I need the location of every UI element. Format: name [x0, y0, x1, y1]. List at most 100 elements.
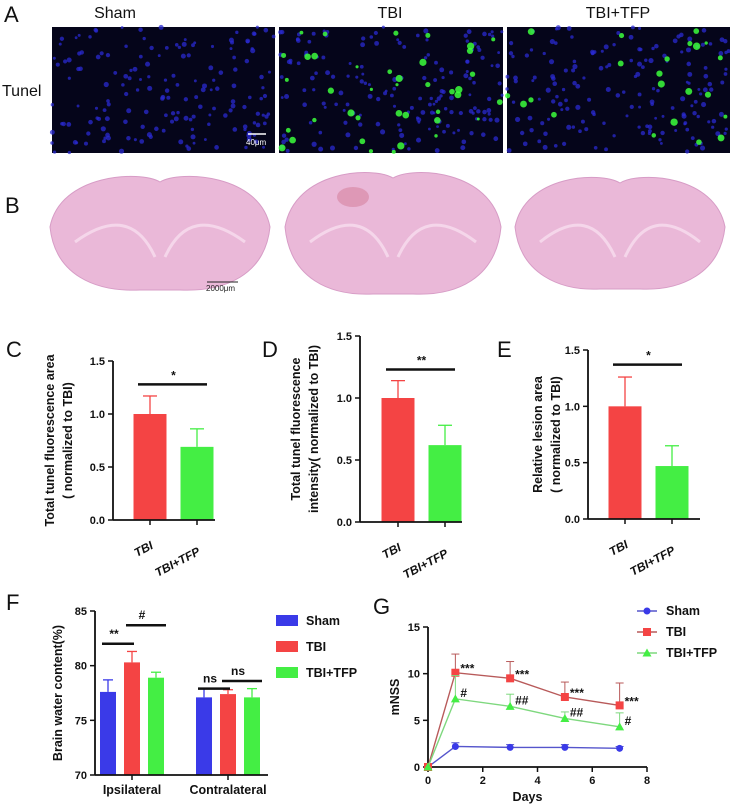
nucleus-dot: [723, 39, 728, 44]
nucleus-dot: [685, 47, 691, 53]
y-tick-label: 85: [75, 606, 87, 618]
nucleus-dot: [505, 74, 510, 79]
nucleus-dot: [132, 66, 138, 72]
nucleus-dot: [259, 96, 264, 101]
tunel-positive-dot: [281, 52, 287, 58]
tunel-positive-dot: [285, 127, 291, 133]
marker-circle: [506, 743, 514, 751]
y-tick-label: 0.5: [90, 462, 105, 474]
nucleus-dot: [460, 145, 466, 151]
panel-letter-g: G: [373, 594, 390, 619]
nucleus-dot: [93, 27, 98, 33]
tunel-positive-dot: [322, 31, 328, 37]
nucleus-dot: [180, 53, 186, 59]
tunel-positive-dot: [359, 138, 366, 145]
nucleus-dot: [566, 124, 572, 130]
nucleus-dot: [285, 148, 290, 153]
nucleus-dot: [334, 102, 338, 107]
y-tick-label: 1.0: [565, 401, 580, 413]
nucleus-dot: [142, 36, 146, 41]
significance-label: **: [417, 353, 427, 367]
nucleus-dot: [318, 130, 323, 135]
nucleus-dot: [487, 112, 491, 116]
y-tick-label: 1.5: [337, 331, 352, 343]
bar-tbi-tfp: [244, 697, 260, 775]
nucleus-dot: [191, 43, 195, 48]
nucleus-dot: [118, 148, 125, 154]
nucleus-dot: [103, 136, 107, 140]
nucleus-dot: [724, 67, 728, 71]
nucleus-dot: [181, 41, 187, 47]
y-tick-label: 1.0: [337, 393, 352, 405]
nucleus-dot: [434, 60, 438, 65]
nucleus-dot: [95, 54, 101, 60]
nucleus-dot: [615, 93, 621, 98]
nucleus-dot: [711, 125, 715, 129]
nucleus-dot: [723, 131, 727, 136]
x-tick-label: TBI: [380, 540, 404, 562]
nucleus-dot: [302, 102, 307, 108]
nucleus-dot: [200, 87, 206, 93]
nucleus-dot: [143, 109, 149, 115]
nucleus-dot: [551, 76, 556, 81]
significance-label: ##: [515, 693, 529, 707]
tunel-positive-dot: [395, 110, 403, 117]
y-tick-label: 1.5: [90, 356, 105, 368]
tunel-positive-dot: [391, 149, 396, 154]
tunel-positive-dot: [284, 77, 289, 82]
nucleus-dot: [367, 93, 373, 99]
nucleus-dot: [392, 104, 397, 108]
nucleus-dot: [367, 83, 371, 87]
nucleus-dot: [208, 113, 212, 117]
nucleus-dot: [139, 139, 145, 144]
nucleus-dot: [707, 81, 713, 87]
nucleus-dot: [383, 91, 388, 96]
series-tbi: *** *** *** ***: [424, 653, 639, 771]
y-tick-label: 0.5: [337, 455, 352, 467]
nucleus-dot: [547, 117, 551, 121]
y-tick-label: 0: [414, 762, 420, 774]
nucleus-dot: [513, 75, 518, 81]
nucleus-dot: [465, 39, 469, 43]
brain-ventricle: [309, 223, 477, 258]
nucleus-dot: [718, 50, 724, 56]
nucleus-dot: [418, 96, 423, 101]
nucleus-dot: [345, 102, 350, 107]
nucleus-dot: [439, 94, 443, 98]
x-tick-label: Ipsilateral: [103, 783, 161, 797]
nucleus-dot: [461, 139, 467, 145]
nucleus-dot: [50, 141, 54, 145]
nucleus-dot: [140, 124, 145, 129]
nucleus-dot: [397, 40, 402, 45]
tunel-positive-dot: [717, 134, 725, 142]
nucleus-dot: [487, 32, 492, 37]
tunel-positive-dot: [476, 117, 480, 121]
nucleus-dot: [183, 115, 189, 121]
nucleus-dot: [191, 114, 196, 119]
nucleus-dot: [654, 116, 658, 120]
panel-letter-d: D: [262, 337, 278, 362]
legend-label: Sham: [306, 614, 340, 628]
tunel-positive-dot: [304, 53, 311, 60]
bar-tbi: [133, 414, 167, 520]
nucleus-dot: [52, 150, 57, 154]
nucleus-dot: [374, 40, 380, 46]
nucleus-dot: [562, 141, 567, 146]
nucleus-dot: [681, 113, 687, 119]
nucleus-dot: [524, 53, 530, 58]
bar-tbi-tfp: [180, 446, 214, 520]
nucleus-dot: [505, 87, 509, 91]
significance-label: ns: [203, 672, 217, 686]
nucleus-dot: [183, 97, 189, 102]
nucleus-dot: [428, 127, 431, 131]
nucleus-dot: [245, 39, 250, 44]
tunel-positive-dot: [393, 30, 399, 36]
nucleus-dot: [198, 104, 203, 110]
nucleus-dot: [193, 41, 197, 45]
nucleus-dot: [244, 58, 250, 64]
chart-f: 70 75 80 85 Ipsilateral Contralateral Brain wa…: [51, 606, 357, 797]
marker-triangle: [505, 701, 515, 710]
nucleus-dot: [564, 98, 568, 103]
nucleus-dot: [429, 96, 433, 101]
